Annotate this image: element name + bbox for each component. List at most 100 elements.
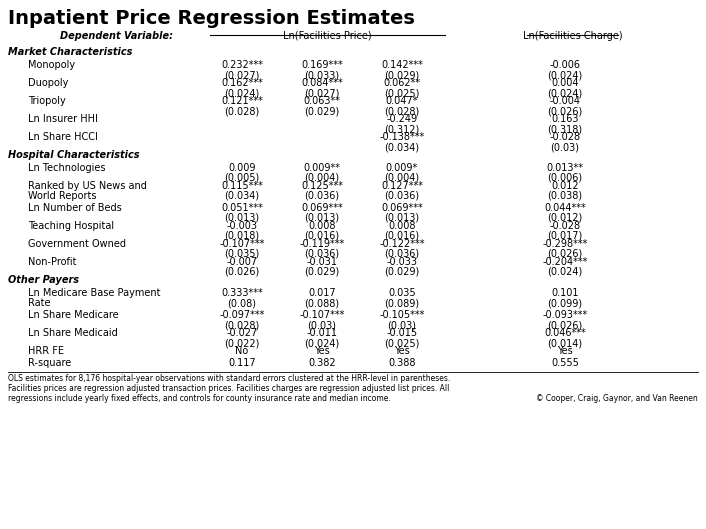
Text: (0.034): (0.034) xyxy=(225,191,260,201)
Text: 0.382: 0.382 xyxy=(309,358,336,368)
Text: -0.028: -0.028 xyxy=(549,221,580,231)
Text: Dependent Variable:: Dependent Variable: xyxy=(60,31,173,41)
Text: (0.013): (0.013) xyxy=(385,213,419,223)
Text: (0.024): (0.024) xyxy=(304,338,340,348)
Text: (0.036): (0.036) xyxy=(304,191,340,201)
Text: (0.035): (0.035) xyxy=(225,249,260,259)
Text: Ln Insurer HHI: Ln Insurer HHI xyxy=(28,114,98,124)
Text: 0.169***: 0.169*** xyxy=(301,60,343,70)
Text: (0.016): (0.016) xyxy=(304,231,340,241)
Text: -0.107***: -0.107*** xyxy=(299,310,345,320)
Text: -0.093***: -0.093*** xyxy=(542,310,587,320)
Text: Ln Technologies: Ln Technologies xyxy=(28,163,105,173)
Text: 0.101: 0.101 xyxy=(551,288,579,298)
Text: (0.024): (0.024) xyxy=(547,267,582,277)
Text: 0.009**: 0.009** xyxy=(304,163,340,173)
Text: 0.121***: 0.121*** xyxy=(221,96,263,106)
Text: -0.138***: -0.138*** xyxy=(379,132,424,142)
Text: 0.555: 0.555 xyxy=(551,358,579,368)
Text: 0.051***: 0.051*** xyxy=(221,203,263,213)
Text: Ln Number of Beds: Ln Number of Beds xyxy=(28,203,121,213)
Text: 0.046***: 0.046*** xyxy=(544,328,586,338)
Text: 0.044***: 0.044*** xyxy=(544,203,586,213)
Text: Non-Profit: Non-Profit xyxy=(28,257,76,267)
Text: 0.012: 0.012 xyxy=(551,181,579,191)
Text: HRR FE: HRR FE xyxy=(28,346,64,356)
Text: 0.017: 0.017 xyxy=(309,288,336,298)
Text: Ln Share Medicare: Ln Share Medicare xyxy=(28,310,119,320)
Text: (0.013): (0.013) xyxy=(225,213,260,223)
Text: Ln Medicare Base Payment: Ln Medicare Base Payment xyxy=(28,288,160,298)
Text: 0.047*: 0.047* xyxy=(385,96,418,106)
Text: 0.125***: 0.125*** xyxy=(301,181,343,191)
Text: -0.249: -0.249 xyxy=(386,114,417,124)
Text: 0.008: 0.008 xyxy=(309,221,336,231)
Text: OLS estimates for 8,176 hospital-year observations with standard errors clustere: OLS estimates for 8,176 hospital-year ob… xyxy=(8,374,450,383)
Text: R-square: R-square xyxy=(28,358,71,368)
Text: (0.004): (0.004) xyxy=(304,173,340,183)
Text: 0.388: 0.388 xyxy=(388,358,416,368)
Text: -0.003: -0.003 xyxy=(227,221,258,231)
Text: (0.029): (0.029) xyxy=(384,70,419,80)
Text: Ln Share Medicaid: Ln Share Medicaid xyxy=(28,328,118,338)
Text: © Cooper, Craig, Gaynor, and Van Reenen: © Cooper, Craig, Gaynor, and Van Reenen xyxy=(537,394,698,403)
Text: (0.028): (0.028) xyxy=(384,106,419,116)
Text: Duopoly: Duopoly xyxy=(28,78,68,88)
Text: (0.006): (0.006) xyxy=(547,173,582,183)
Text: (0.029): (0.029) xyxy=(384,267,419,277)
Text: (0.027): (0.027) xyxy=(304,88,340,98)
Text: 0.142***: 0.142*** xyxy=(381,60,423,70)
Text: -0.122***: -0.122*** xyxy=(379,239,425,249)
Text: No: No xyxy=(235,346,249,356)
Text: 0.162***: 0.162*** xyxy=(221,78,263,88)
Text: -0.119***: -0.119*** xyxy=(299,239,345,249)
Text: Yes: Yes xyxy=(394,346,410,356)
Text: (0.005): (0.005) xyxy=(225,173,260,183)
Text: Teaching Hospital: Teaching Hospital xyxy=(28,221,114,231)
Text: (0.024): (0.024) xyxy=(225,88,260,98)
Text: (0.014): (0.014) xyxy=(547,338,582,348)
Text: -0.031: -0.031 xyxy=(306,257,337,267)
Text: 0.035: 0.035 xyxy=(388,288,416,298)
Text: World Reports: World Reports xyxy=(28,191,97,201)
Text: -0.011: -0.011 xyxy=(306,328,337,338)
Text: (0.029): (0.029) xyxy=(304,106,340,116)
Text: (0.016): (0.016) xyxy=(385,231,419,241)
Text: (0.013): (0.013) xyxy=(304,213,340,223)
Text: (0.08): (0.08) xyxy=(227,298,256,308)
Text: Other Payers: Other Payers xyxy=(8,275,79,285)
Text: -0.027: -0.027 xyxy=(227,328,258,338)
Text: (0.024): (0.024) xyxy=(547,88,582,98)
Text: (0.022): (0.022) xyxy=(225,338,260,348)
Text: Facilities prices are regression adjusted transaction prices. Facilities charges: Facilities prices are regression adjuste… xyxy=(8,384,450,393)
Text: regressions include yearly fixed effects, and controls for county insurance rate: regressions include yearly fixed effects… xyxy=(8,394,390,403)
Text: (0.028): (0.028) xyxy=(225,320,260,330)
Text: (0.026): (0.026) xyxy=(547,320,582,330)
Text: (0.029): (0.029) xyxy=(304,267,340,277)
Text: (0.012): (0.012) xyxy=(547,213,582,223)
Text: (0.03): (0.03) xyxy=(308,320,337,330)
Text: Government Owned: Government Owned xyxy=(28,239,126,249)
Text: -0.006: -0.006 xyxy=(549,60,580,70)
Text: Monopoly: Monopoly xyxy=(28,60,75,70)
Text: (0.03): (0.03) xyxy=(388,320,417,330)
Text: -0.028: -0.028 xyxy=(549,132,580,142)
Text: 0.127***: 0.127*** xyxy=(381,181,423,191)
Text: (0.089): (0.089) xyxy=(385,298,419,308)
Text: (0.025): (0.025) xyxy=(384,338,419,348)
Text: 0.013**: 0.013** xyxy=(546,163,583,173)
Text: -0.004: -0.004 xyxy=(549,96,580,106)
Text: Inpatient Price Regression Estimates: Inpatient Price Regression Estimates xyxy=(8,9,415,28)
Text: Ln(Facilities Price): Ln(Facilities Price) xyxy=(283,31,372,41)
Text: (0.088): (0.088) xyxy=(304,298,340,308)
Text: (0.034): (0.034) xyxy=(385,142,419,152)
Text: (0.028): (0.028) xyxy=(225,106,260,116)
Text: Ranked by US News and: Ranked by US News and xyxy=(28,181,147,191)
Text: -0.204***: -0.204*** xyxy=(542,257,587,267)
Text: Ln(Facilities Charge): Ln(Facilities Charge) xyxy=(522,31,622,41)
Text: (0.036): (0.036) xyxy=(304,249,340,259)
Text: 0.062**: 0.062** xyxy=(383,78,421,88)
Text: 0.115***: 0.115*** xyxy=(221,181,263,191)
Text: (0.027): (0.027) xyxy=(225,70,260,80)
Text: (0.318): (0.318) xyxy=(547,124,582,134)
